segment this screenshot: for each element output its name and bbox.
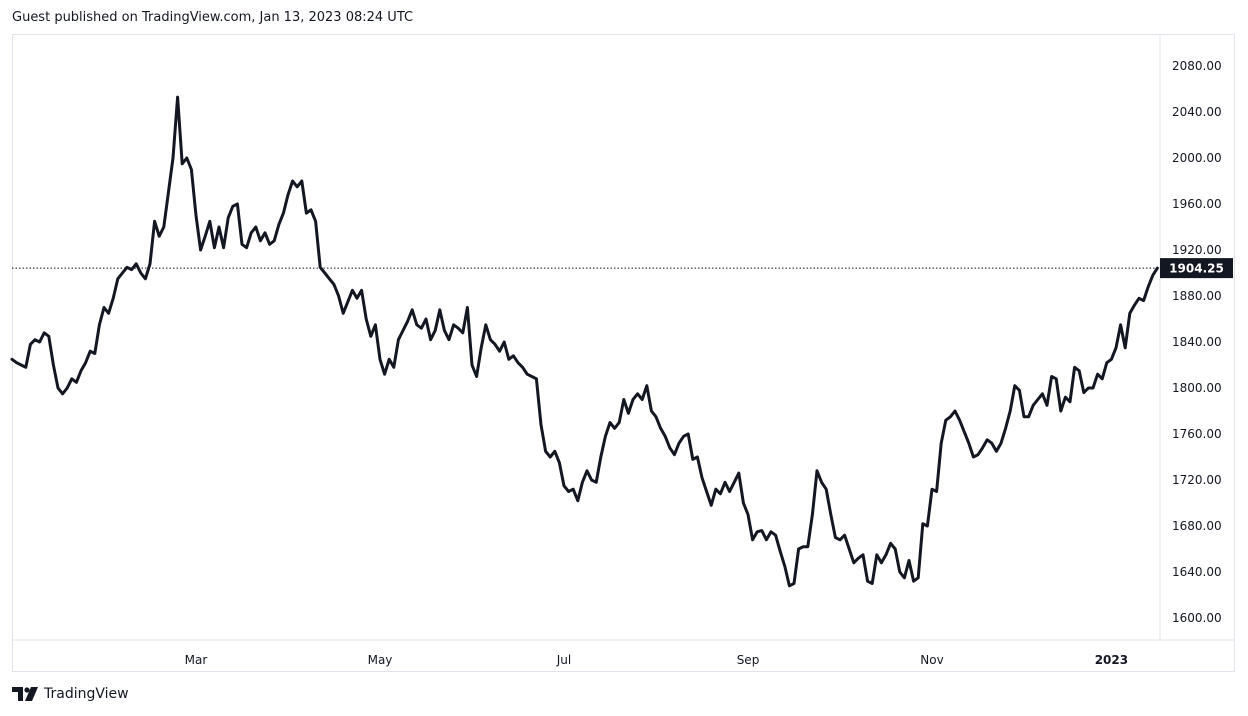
y-tick-label: 1920.00: [1172, 243, 1222, 257]
x-tick-label: Jul: [556, 653, 571, 667]
y-tick-label: 2080.00: [1172, 59, 1222, 73]
y-tick-label: 1880.00: [1172, 289, 1222, 303]
y-tick-label: 1800.00: [1172, 381, 1222, 395]
x-tick-label: 2023: [1095, 653, 1128, 667]
y-tick-label: 1640.00: [1172, 565, 1222, 579]
y-tick-label: 1680.00: [1172, 519, 1222, 533]
tradingview-logo-icon: [12, 687, 38, 701]
x-tick-label: May: [368, 653, 393, 667]
x-tick-label: Mar: [185, 653, 208, 667]
publish-info: Guest published on TradingView.com, Jan …: [12, 10, 414, 25]
tradingview-brand: TradingView: [44, 686, 129, 702]
y-tick-label: 1760.00: [1172, 427, 1222, 441]
y-tick-label: 1600.00: [1172, 611, 1222, 625]
price-series-line: [10, 95, 1159, 588]
y-tick-label: 1720.00: [1172, 473, 1222, 487]
y-tick-label: 1960.00: [1172, 197, 1222, 211]
y-tick-label: 2040.00: [1172, 105, 1222, 119]
y-tick-label: 2000.00: [1172, 151, 1222, 165]
x-tick-label: Sep: [737, 653, 760, 667]
y-tick-label: 1840.00: [1172, 335, 1222, 349]
x-tick-label: Nov: [920, 653, 943, 667]
last-price-label-bg: [1160, 258, 1233, 279]
last-price-label: 1904.25: [1169, 262, 1224, 276]
footer: TradingView: [12, 686, 129, 702]
chart-frame: [12, 34, 1235, 672]
